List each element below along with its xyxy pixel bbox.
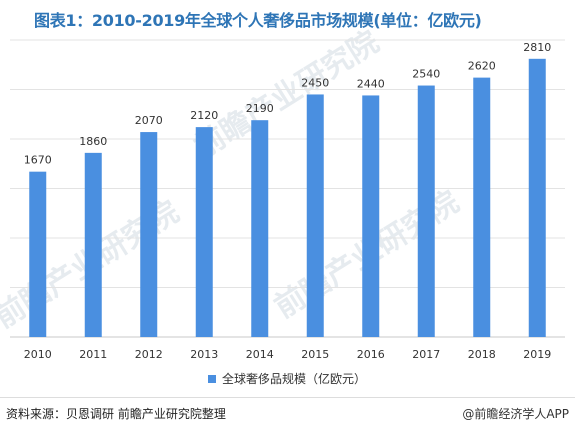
bar-chart: 1670 1860 2070 2120 2190 2450 2440 2540 2620 2810…	[10, 39, 565, 361]
legend-label: 全球奢侈品规模（亿欧元）	[222, 372, 367, 386]
chart-title: 图表1：2010-2019年全球个人奢侈品市场规模(单位：亿欧元)	[34, 11, 482, 30]
bars	[29, 58, 546, 338]
data-label-2012: 2070	[135, 114, 163, 127]
bar-2015	[306, 94, 324, 337]
data-label-2015: 2450	[301, 76, 329, 89]
data-label-2010: 1670	[24, 154, 52, 167]
x-tick-2010: 2010	[24, 348, 52, 361]
x-tick-2019: 2019	[523, 348, 551, 361]
source-note: 资料来源：贝恩调研 前瞻产业研究院整理	[6, 407, 226, 421]
bar-2018	[473, 77, 491, 338]
data-label-2016: 2440	[357, 77, 385, 90]
x-tick-2012: 2012	[135, 348, 163, 361]
bar-2014	[251, 120, 269, 337]
bar-2017	[417, 85, 435, 337]
x-tick-2011: 2011	[79, 348, 107, 361]
x-tick-2018: 2018	[468, 348, 496, 361]
x-tick-2014: 2014	[246, 348, 274, 361]
bar-2011	[84, 152, 102, 337]
data-label-2011: 1860	[79, 135, 107, 148]
data-label-2014: 2190	[246, 102, 274, 115]
gridlines	[10, 39, 565, 338]
x-axis-ticks: 2010 2011 2012 2013 2014 2015 2016 2017 2018 2019	[24, 348, 552, 361]
bar-2012	[140, 132, 158, 337]
brand-credit: @前瞻经济学人APP	[462, 407, 569, 421]
data-label-2019: 2810	[523, 41, 551, 54]
bar-2010	[29, 171, 47, 337]
bar-2019	[528, 58, 546, 338]
legend: 全球奢侈品规模（亿欧元）	[208, 370, 366, 387]
data-label-2018: 2620	[468, 60, 496, 73]
legend-swatch	[208, 374, 216, 383]
x-tick-2017: 2017	[412, 348, 440, 361]
divider	[0, 397, 575, 398]
data-labels: 1670 1860 2070 2120 2190 2450 2440 2540 2620 2810	[24, 41, 552, 167]
x-tick-2016: 2016	[357, 348, 385, 361]
data-label-2013: 2120	[190, 109, 218, 122]
bar-2016	[362, 95, 380, 337]
data-label-2017: 2540	[412, 68, 440, 81]
x-tick-2013: 2013	[190, 348, 218, 361]
x-tick-2015: 2015	[301, 348, 329, 361]
bar-2013	[195, 127, 213, 338]
